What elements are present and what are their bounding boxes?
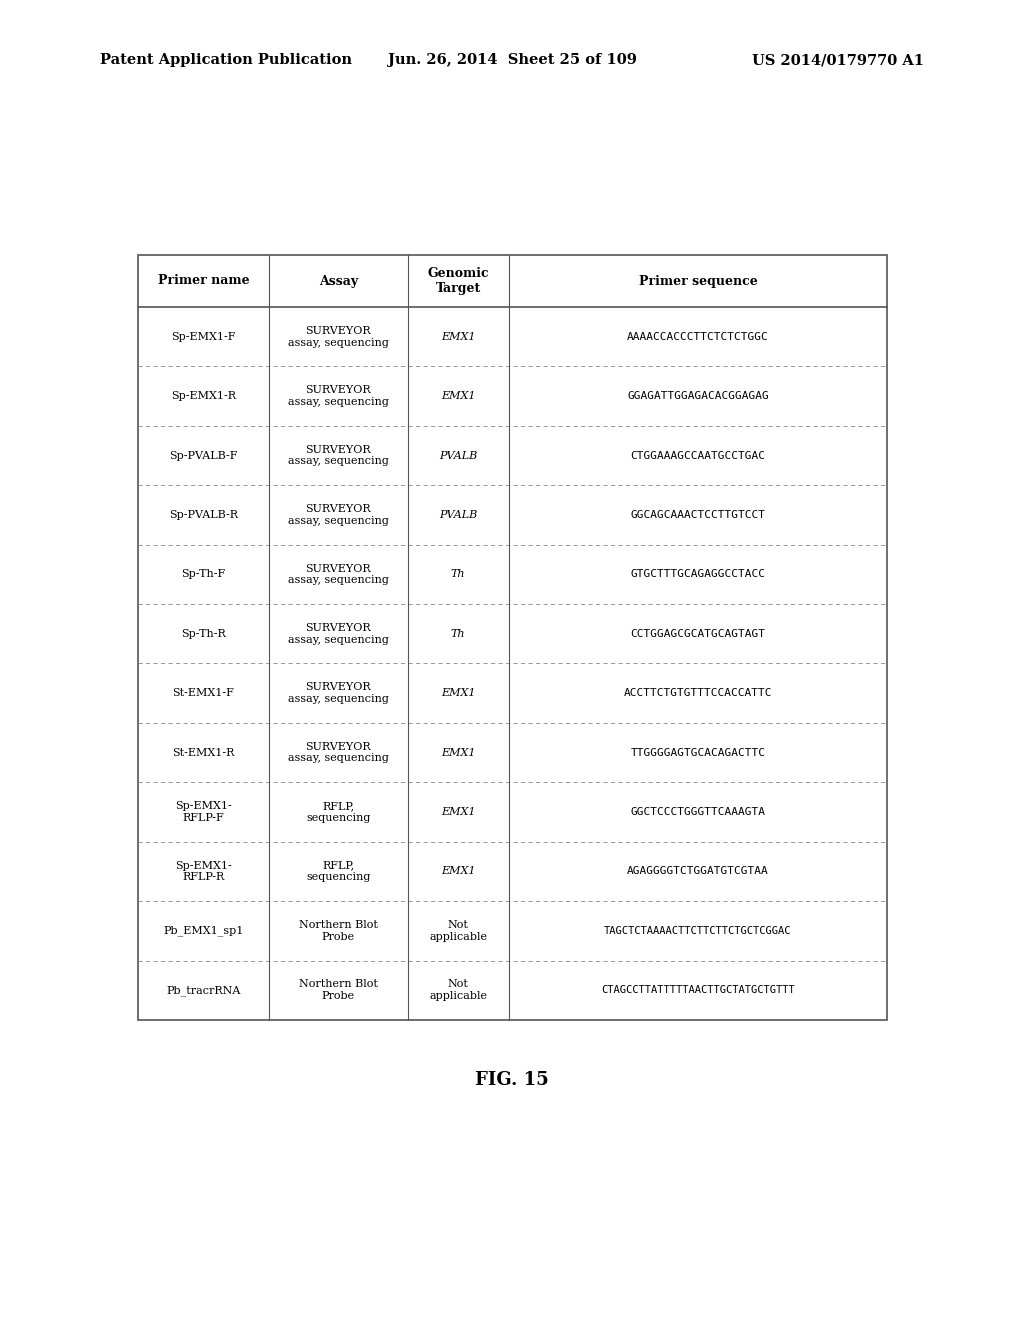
- Text: SURVEYOR
assay, sequencing: SURVEYOR assay, sequencing: [288, 564, 389, 585]
- Text: Sp-PVALB-F: Sp-PVALB-F: [169, 450, 238, 461]
- Text: US 2014/0179770 A1: US 2014/0179770 A1: [752, 53, 924, 67]
- Text: GGCTCCCTGGGTTCAAAGTA: GGCTCCCTGGGTTCAAAGTA: [631, 807, 765, 817]
- Text: EMX1: EMX1: [441, 747, 475, 758]
- Text: Jun. 26, 2014  Sheet 25 of 109: Jun. 26, 2014 Sheet 25 of 109: [387, 53, 637, 67]
- Text: Sp-EMX1-
RFLP-R: Sp-EMX1- RFLP-R: [175, 861, 231, 882]
- Text: PVALB: PVALB: [439, 510, 477, 520]
- Text: EMX1: EMX1: [441, 688, 475, 698]
- Text: Pb_tracrRNA: Pb_tracrRNA: [166, 985, 241, 995]
- Text: Primer name: Primer name: [158, 275, 250, 288]
- Text: RFLP,
sequencing: RFLP, sequencing: [306, 801, 371, 822]
- Text: Not
applicable: Not applicable: [429, 979, 487, 1001]
- Text: Sp-EMX1-R: Sp-EMX1-R: [171, 391, 237, 401]
- Text: CCTGGAGCGCATGCAGTAGT: CCTGGAGCGCATGCAGTAGT: [631, 628, 765, 639]
- Text: FIG. 15: FIG. 15: [475, 1071, 549, 1089]
- Text: TAGCTCTAAAACTTCTTCTTCTGCTCGGAC: TAGCTCTAAAACTTCTTCTTCTGCTCGGAC: [604, 925, 792, 936]
- Text: Not
applicable: Not applicable: [429, 920, 487, 941]
- Text: CTAGCCTTATTTTTAACTTGCTATGCTGTTT: CTAGCCTTATTTTTAACTTGCTATGCTGTTT: [601, 985, 795, 995]
- Text: Patent Application Publication: Patent Application Publication: [100, 53, 352, 67]
- Text: SURVEYOR
assay, sequencing: SURVEYOR assay, sequencing: [288, 682, 389, 704]
- Text: SURVEYOR
assay, sequencing: SURVEYOR assay, sequencing: [288, 445, 389, 466]
- Text: St-EMX1-F: St-EMX1-F: [173, 688, 234, 698]
- Text: Th: Th: [451, 628, 466, 639]
- Text: Sp-EMX1-F: Sp-EMX1-F: [171, 331, 236, 342]
- Text: EMX1: EMX1: [441, 331, 475, 342]
- Text: GGCAGCAAACTCCTTGTCCT: GGCAGCAAACTCCTTGTCCT: [631, 510, 765, 520]
- Text: Sp-PVALB-R: Sp-PVALB-R: [169, 510, 238, 520]
- Text: SURVEYOR
assay, sequencing: SURVEYOR assay, sequencing: [288, 504, 389, 525]
- Text: SURVEYOR
assay, sequencing: SURVEYOR assay, sequencing: [288, 623, 389, 644]
- Text: Sp-EMX1-
RFLP-F: Sp-EMX1- RFLP-F: [175, 801, 231, 822]
- Text: EMX1: EMX1: [441, 391, 475, 401]
- Text: PVALB: PVALB: [439, 450, 477, 461]
- Text: Pb_EMX1_sp1: Pb_EMX1_sp1: [164, 925, 244, 936]
- Text: AGAGGGGTCTGGATGTCGTAA: AGAGGGGTCTGGATGTCGTAA: [627, 866, 769, 876]
- Text: EMX1: EMX1: [441, 866, 475, 876]
- Text: ACCTTCTGTGTTTCCACCATTC: ACCTTCTGTGTTTCCACCATTC: [624, 688, 772, 698]
- Text: EMX1: EMX1: [441, 807, 475, 817]
- Text: Primer sequence: Primer sequence: [639, 275, 758, 288]
- Text: Sp-Th-F: Sp-Th-F: [181, 569, 225, 579]
- Text: Northern Blot
Probe: Northern Blot Probe: [299, 920, 378, 941]
- Text: AAAACCACCCTTCTCTCTGGC: AAAACCACCCTTCTCTCTGGC: [627, 331, 769, 342]
- Text: SURVEYOR
assay, sequencing: SURVEYOR assay, sequencing: [288, 326, 389, 347]
- Text: Assay: Assay: [318, 275, 358, 288]
- Text: SURVEYOR
assay, sequencing: SURVEYOR assay, sequencing: [288, 385, 389, 407]
- Text: GTGCTTTGCAGAGGCCTACC: GTGCTTTGCAGAGGCCTACC: [631, 569, 765, 579]
- Text: Th: Th: [451, 569, 466, 579]
- Text: RFLP,
sequencing: RFLP, sequencing: [306, 861, 371, 882]
- Text: St-EMX1-R: St-EMX1-R: [172, 747, 234, 758]
- Text: CTGGAAAGCCAATGCCTGAC: CTGGAAAGCCAATGCCTGAC: [631, 450, 765, 461]
- Text: SURVEYOR
assay, sequencing: SURVEYOR assay, sequencing: [288, 742, 389, 763]
- Text: Sp-Th-R: Sp-Th-R: [181, 628, 226, 639]
- Text: TTGGGGAGTGCACAGACTTC: TTGGGGAGTGCACAGACTTC: [631, 747, 765, 758]
- Text: Genomic
Target: Genomic Target: [427, 267, 489, 294]
- Bar: [138, 255, 887, 1020]
- Text: Northern Blot
Probe: Northern Blot Probe: [299, 979, 378, 1001]
- Text: GGAGATTGGAGACACGGAGAG: GGAGATTGGAGACACGGAGAG: [627, 391, 769, 401]
